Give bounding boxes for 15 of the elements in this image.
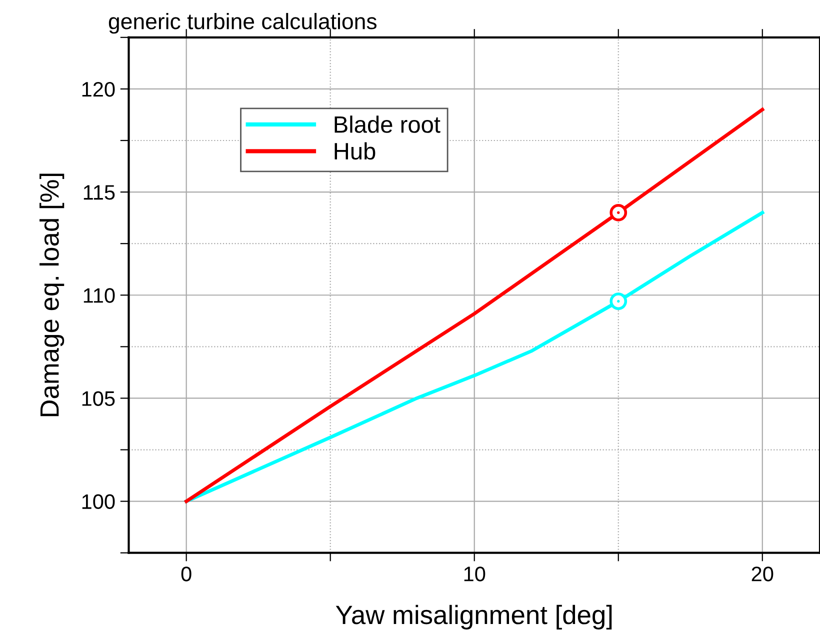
x-tick-label: 0	[181, 566, 192, 582]
y-tick-label: 110	[84, 288, 115, 303]
chart-title: generic turbine calculations	[108, 12, 376, 34]
y-tick-label: 115	[84, 185, 115, 200]
legend-label: Hub	[334, 142, 376, 160]
y-axis-title: Damage eq. load [%]	[40, 174, 64, 416]
x-tick-label: 10	[464, 566, 486, 582]
y-tick-label: 105	[82, 391, 115, 406]
x-tick-label: 20	[752, 566, 774, 582]
y-tick-label: 120	[82, 82, 115, 97]
legend-label: Blade root	[334, 116, 440, 133]
y-tick-label: 100	[82, 494, 115, 510]
x-axis-title: Yaw misalignment [deg]	[336, 604, 612, 630]
line-series	[184, 108, 764, 504]
line-series	[184, 210, 764, 504]
